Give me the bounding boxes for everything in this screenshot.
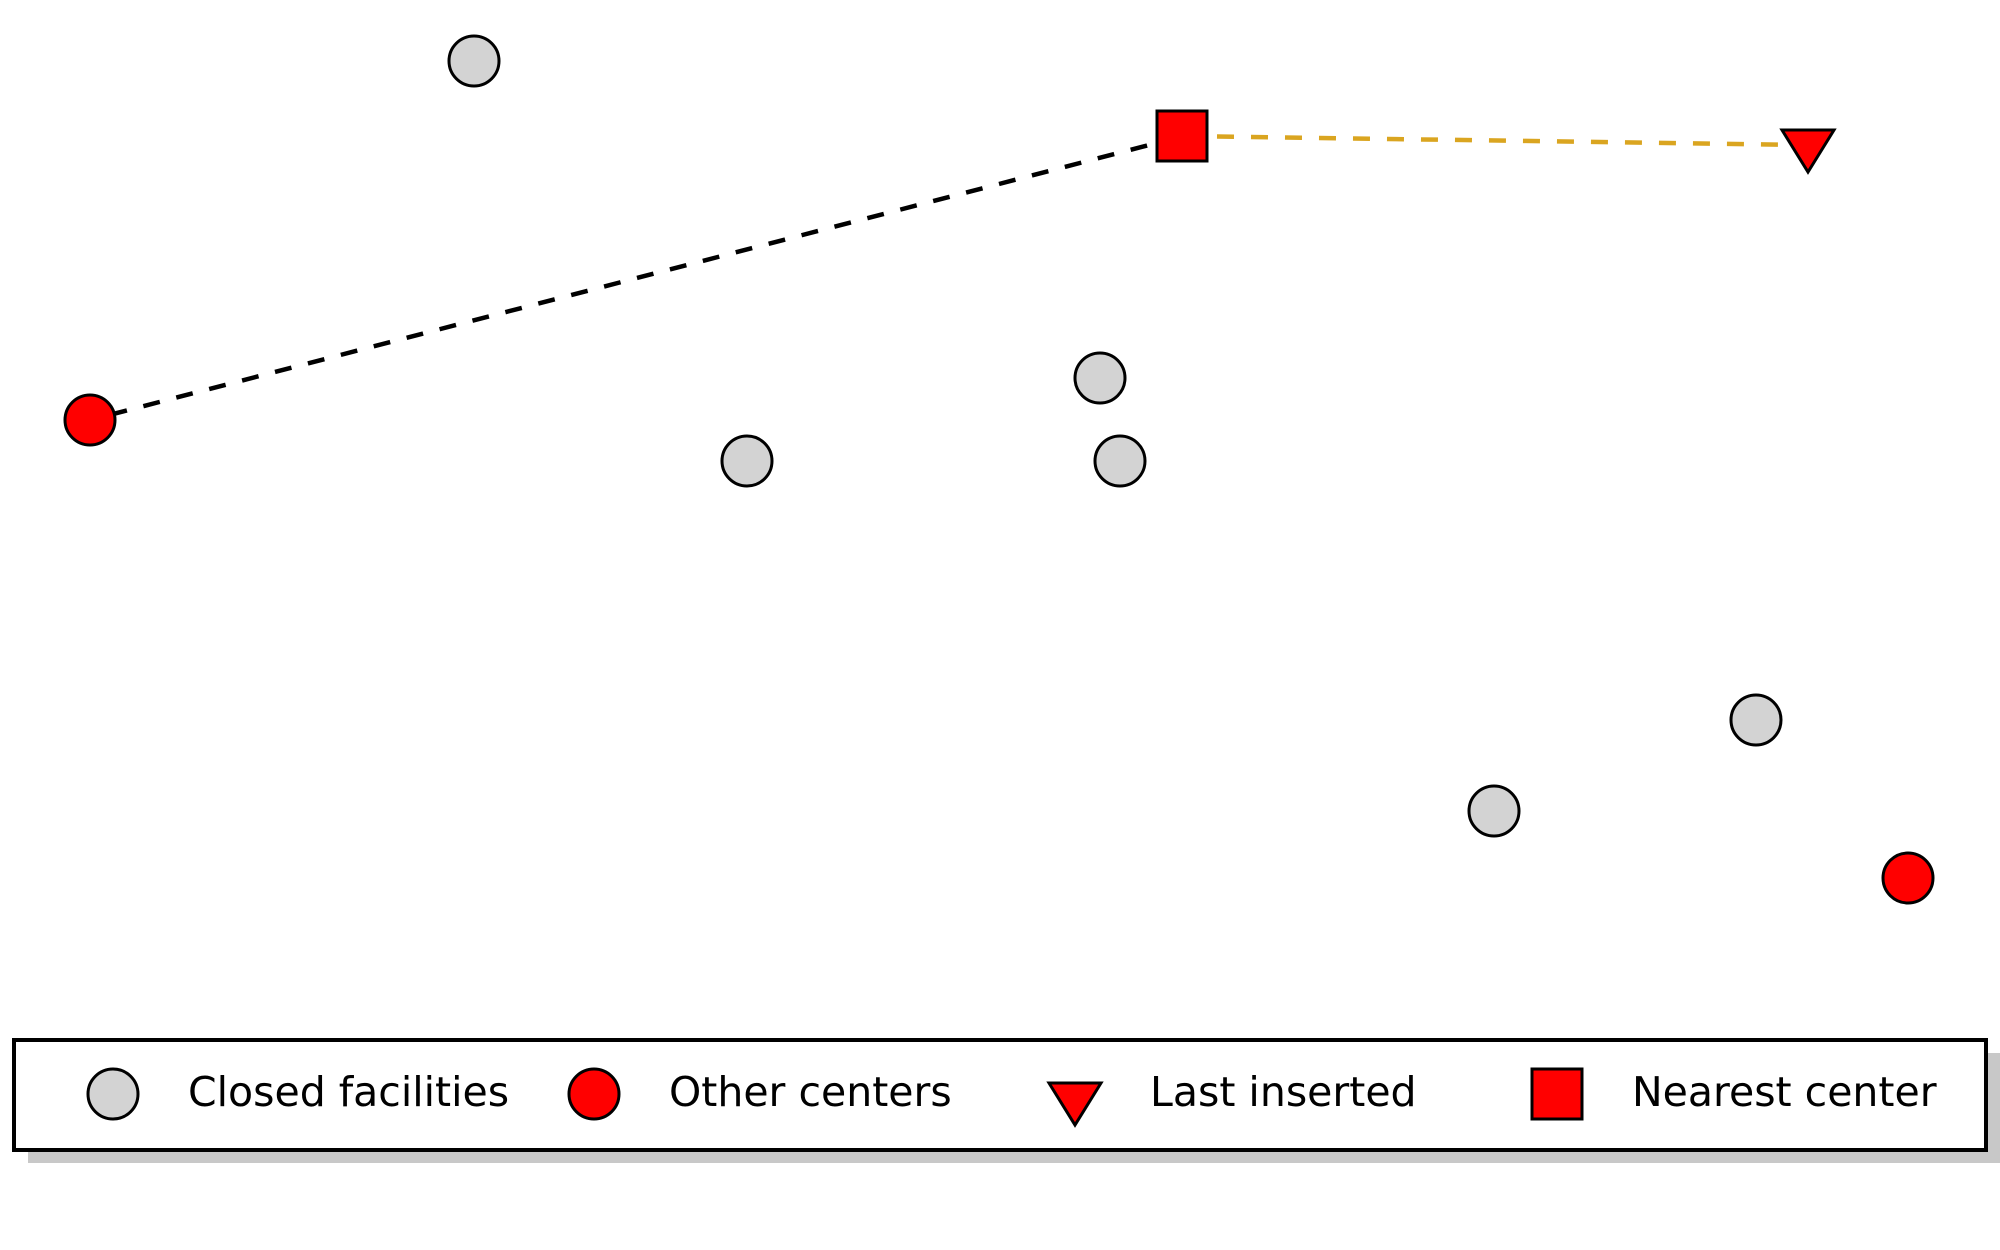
- legend-label-other-centers: Other centers: [669, 1068, 952, 1116]
- other-center-marker: [1881, 851, 1935, 905]
- link-nearest-to-other-center: [89, 134, 1181, 423]
- link-nearest-to-last-inserted: [1182, 133, 1807, 148]
- red-square-icon: [1530, 1067, 1584, 1121]
- closed-facility-marker: [720, 434, 774, 488]
- red-triangle-down-icon: [1046, 1081, 1104, 1128]
- legend-box: [12, 1038, 1988, 1152]
- grey-circle-icon: [86, 1067, 140, 1121]
- closed-facility-marker: [1093, 434, 1147, 488]
- other-center-marker: [63, 393, 117, 447]
- closed-facility-marker: [1073, 351, 1127, 405]
- legend-label-nearest-center: Nearest center: [1632, 1068, 1937, 1116]
- closed-facility-marker: [1467, 784, 1521, 838]
- red-circle-icon: [567, 1067, 621, 1121]
- last-inserted-marker: [1779, 128, 1837, 175]
- legend: Closed facilities Other centers Last ins…: [12, 1038, 2000, 1163]
- closed-facility-marker: [447, 34, 501, 88]
- legend-label-last-inserted: Last inserted: [1150, 1068, 1417, 1116]
- legend-label-closed-facilities: Closed facilities: [188, 1068, 509, 1116]
- nearest-center-marker: [1155, 109, 1209, 163]
- closed-facility-marker: [1729, 693, 1783, 747]
